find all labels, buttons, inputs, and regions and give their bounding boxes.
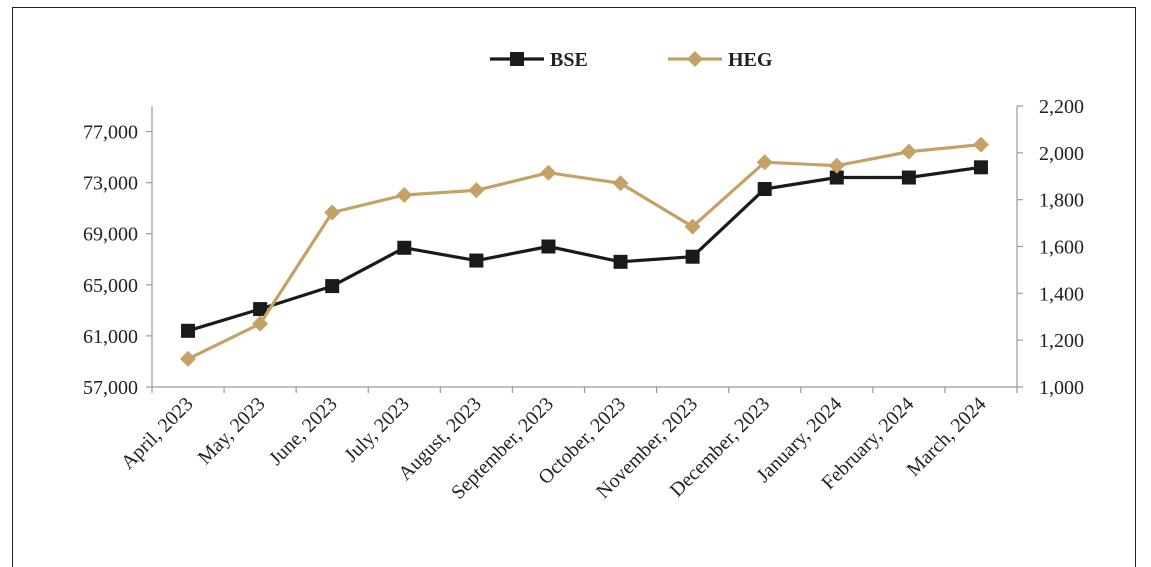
data-point-bse [253, 302, 268, 317]
right-y-tick-label: 1,800 [1039, 190, 1084, 212]
left-y-tick-label: 77,000 [83, 122, 138, 144]
data-point-bse [541, 239, 556, 254]
data-point-heg [612, 175, 629, 192]
left-y-tick-label: 61,000 [83, 326, 138, 348]
data-point-heg [756, 154, 773, 171]
right-y-tick-label: 1,600 [1039, 237, 1084, 259]
data-point-bse [397, 240, 412, 255]
right-y-tick-label: 1,400 [1039, 283, 1084, 305]
data-point-bse [973, 160, 988, 175]
x-tick-label: May, 2023 [194, 393, 270, 469]
data-point-bse [901, 170, 916, 185]
right-y-tick-label: 1,000 [1039, 377, 1084, 399]
left-y-tick-label: 65,000 [83, 275, 138, 297]
left-y-tick-label: 73,000 [83, 173, 138, 195]
data-point-heg [396, 186, 413, 203]
chart-frame [12, 7, 1136, 567]
series-line-bse [187, 165, 982, 333]
data-point-heg [180, 350, 197, 367]
right-y-tick-label: 2,000 [1039, 143, 1084, 165]
data-point-bse [469, 253, 484, 268]
legend-label-bse: BSE [550, 49, 588, 71]
data-point-heg [324, 204, 341, 221]
data-point-heg [900, 143, 917, 160]
data-point-bse [181, 323, 196, 338]
data-point-heg [540, 164, 557, 181]
series-line-heg [187, 143, 982, 361]
data-point-bse [757, 182, 772, 197]
data-point-heg [828, 157, 845, 174]
legend-label-heg: HEG [728, 49, 773, 71]
x-tick-label: June, 2023 [265, 393, 342, 470]
right-y-tick-label: 1,200 [1039, 330, 1084, 352]
data-point-bse [613, 254, 628, 269]
data-point-heg [972, 136, 989, 153]
legend-marker-heg [687, 51, 703, 67]
data-point-bse [829, 170, 844, 185]
data-point-heg [252, 315, 269, 332]
data-point-heg [468, 182, 485, 199]
x-tick-label: April, 2023 [117, 393, 198, 474]
data-point-bse [685, 249, 700, 264]
data-point-bse [325, 279, 340, 294]
x-tick-label: July, 2023 [340, 393, 414, 467]
legend-marker-bse [510, 52, 524, 66]
left-y-tick-label: 57,000 [83, 377, 138, 399]
right-y-tick-label: 2,200 [1039, 96, 1084, 118]
left-y-tick-label: 69,000 [83, 224, 138, 246]
data-point-heg [684, 218, 701, 235]
